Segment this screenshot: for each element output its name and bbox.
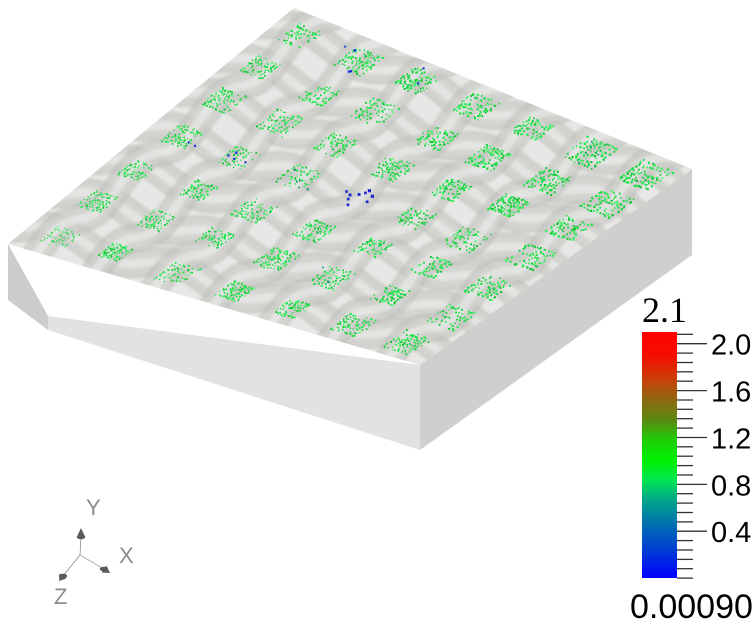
svg-text:0.00090: 0.00090 (630, 588, 752, 626)
svg-text:0.80: 0.80 (711, 470, 752, 502)
svg-text:2.1: 2.1 (642, 290, 687, 330)
svg-text:2.0: 2.0 (711, 330, 751, 362)
svg-text:X: X (119, 543, 134, 568)
svg-text:0.40: 0.40 (711, 517, 752, 549)
svg-text:1.6: 1.6 (711, 377, 751, 409)
svg-text:Y: Y (86, 495, 101, 520)
svg-text:Z: Z (54, 584, 67, 609)
svg-text:1.2: 1.2 (711, 424, 751, 456)
